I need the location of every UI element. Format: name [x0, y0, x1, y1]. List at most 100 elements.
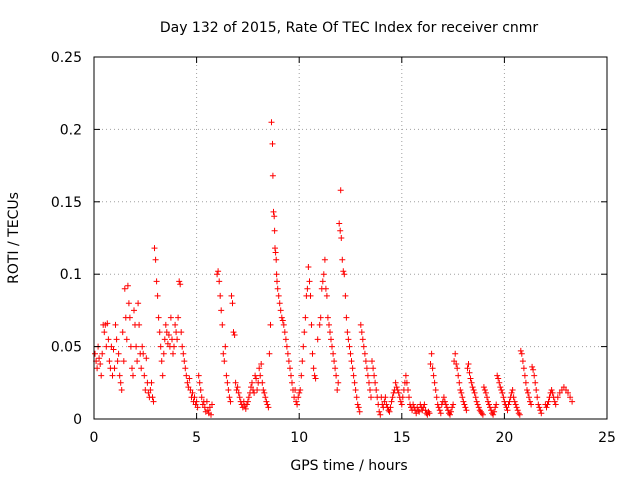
data-point: [450, 401, 457, 408]
data-point: [311, 372, 318, 379]
data-point: [305, 264, 312, 270]
data-point: [364, 372, 371, 379]
data-point: [345, 336, 352, 343]
data-point: [92, 350, 98, 357]
data-point: [257, 372, 264, 379]
data-point: [355, 404, 362, 411]
data-point: [196, 379, 203, 386]
data-point: [530, 366, 537, 373]
data-point: [263, 398, 270, 405]
data-point: [231, 332, 238, 338]
data-point: [116, 372, 123, 379]
data-point: [352, 387, 359, 393]
data-point: [217, 292, 224, 299]
data-point: [284, 350, 291, 357]
data-point: [138, 365, 145, 372]
data-point: [421, 401, 428, 408]
data-point: [373, 387, 380, 393]
data-point: [455, 372, 462, 379]
data-point: [435, 404, 442, 411]
data-point: [142, 387, 149, 393]
data-point: [224, 379, 231, 386]
data-point: [110, 346, 117, 353]
data-point: [336, 220, 343, 227]
data-point: [392, 379, 399, 386]
data-point: [416, 408, 423, 415]
data-point: [176, 278, 183, 285]
data-point: [183, 372, 190, 379]
data-point: [512, 401, 519, 408]
data-point: [253, 375, 260, 382]
data-point: [171, 343, 177, 350]
data-point: [259, 379, 266, 386]
data-point: [134, 358, 141, 365]
data-point: [99, 350, 106, 357]
data-point: [481, 387, 488, 393]
data-point: [111, 365, 118, 372]
data-point: [115, 350, 122, 357]
data-point: [159, 372, 166, 379]
data-point: [221, 358, 228, 365]
data-point: [308, 321, 315, 328]
data-point: [198, 394, 205, 401]
data-point: [494, 372, 501, 379]
data-point: [532, 379, 539, 386]
data-point: [342, 292, 349, 299]
data-point: [433, 394, 440, 401]
x-tick-label: 10: [290, 430, 308, 446]
data-point: [189, 389, 196, 396]
data-point: [151, 245, 158, 252]
y-tick-label: 0.1: [60, 267, 82, 283]
data-point: [395, 389, 402, 396]
data-point: [548, 387, 555, 393]
data-point: [465, 361, 472, 367]
data-point: [466, 369, 473, 376]
data-point: [236, 394, 243, 401]
data-point: [288, 372, 294, 379]
data-point: [535, 401, 542, 408]
data-point: [323, 292, 330, 299]
data-point: [139, 343, 146, 350]
x-axis-label: GPS time / hours: [290, 458, 407, 474]
data-point: [141, 372, 148, 379]
data-point: [463, 407, 470, 414]
data-point: [266, 350, 273, 357]
data-point: [177, 281, 184, 288]
data-point: [398, 401, 405, 408]
data-point: [500, 394, 507, 401]
data-point: [101, 329, 108, 336]
data-point: [504, 407, 511, 414]
data-point: [220, 350, 227, 357]
data-point: [155, 314, 162, 321]
data-point: [261, 389, 268, 396]
data-point: [461, 401, 468, 408]
data-point: [244, 398, 251, 405]
data-point: [135, 300, 142, 307]
data-point: [549, 389, 556, 396]
data-point: [272, 245, 278, 252]
data-point: [468, 379, 475, 386]
data-point: [432, 387, 439, 393]
data-point: [119, 329, 126, 336]
data-point: [208, 411, 214, 418]
data-point: [492, 404, 499, 411]
data-point: [214, 271, 221, 278]
data-point: [341, 271, 348, 278]
data-point: [274, 285, 281, 292]
data-point: [195, 372, 202, 379]
data-point: [437, 410, 444, 417]
data-point: [98, 372, 105, 379]
data-point: [377, 411, 384, 418]
data-point: [536, 404, 543, 411]
data-point: [533, 387, 540, 393]
data-point: [249, 379, 255, 386]
data-point: [280, 321, 287, 328]
data-point: [320, 271, 327, 278]
data-point: [273, 271, 280, 278]
data-point: [297, 387, 304, 393]
data-point: [402, 372, 409, 379]
data-point: [348, 358, 355, 365]
data-point: [480, 384, 487, 391]
data-point: [473, 398, 480, 405]
data-point: [452, 350, 459, 357]
